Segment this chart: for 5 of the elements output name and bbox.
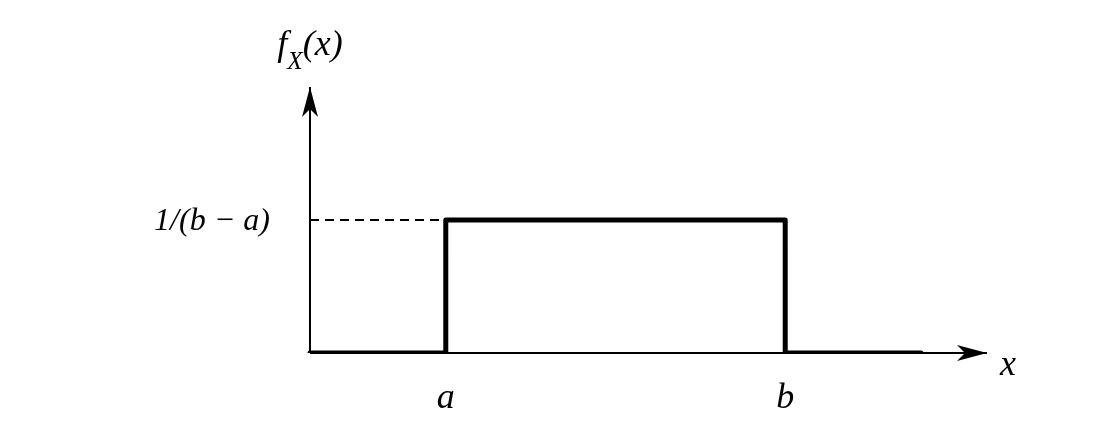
x-tick-label: b: [776, 376, 795, 416]
y-axis-title: f$_{X}$(x): [277, 23, 343, 74]
x-tick-label: a: [436, 376, 455, 416]
ref-line-label: 1/(b − a): [154, 201, 270, 237]
x-axis-title: x: [999, 343, 1016, 383]
